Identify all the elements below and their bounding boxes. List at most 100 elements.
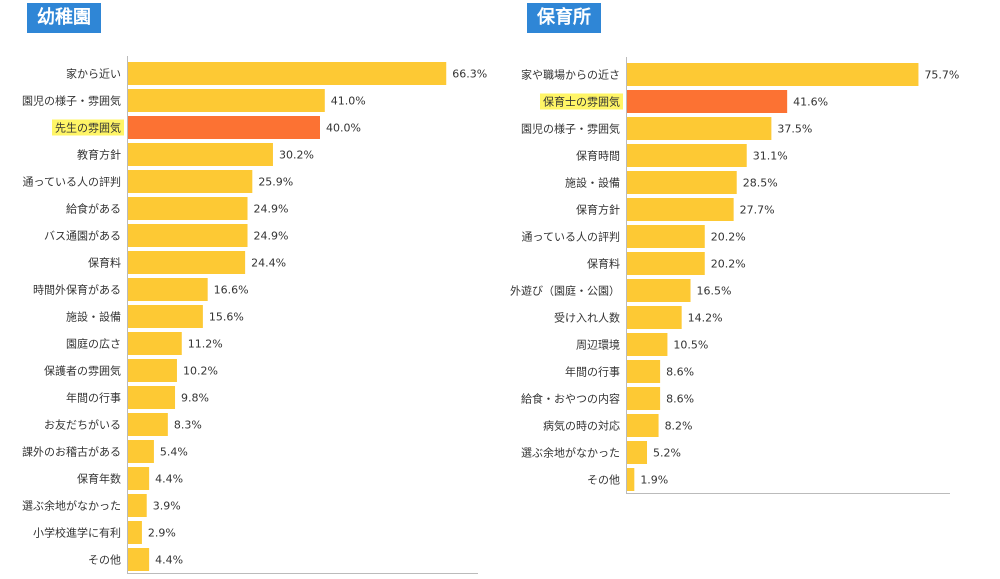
value-label: 20.2%	[711, 258, 746, 271]
bar	[128, 170, 253, 193]
bar	[128, 332, 182, 355]
category-label: 選ぶ余地がなかった	[22, 499, 121, 513]
value-label: 66.3%	[452, 68, 487, 81]
category-label: 家や職場からの近さ	[521, 68, 620, 82]
category-label: バス通園がある	[44, 229, 121, 243]
category-label: 保育年数	[77, 472, 121, 486]
category-label: 家から近い	[66, 67, 121, 81]
chart-title: 幼稚園	[27, 3, 101, 33]
bar	[627, 198, 734, 221]
value-label: 27.7%	[740, 204, 775, 217]
value-label: 37.5%	[777, 123, 812, 136]
category-highlight	[52, 119, 124, 136]
bar	[627, 468, 635, 491]
bar	[128, 197, 248, 220]
value-label: 16.5%	[697, 285, 732, 298]
category-label: 外遊び（園庭・公園）	[510, 284, 620, 298]
value-label: 5.4%	[160, 446, 188, 459]
bar	[128, 413, 168, 436]
bar	[128, 494, 147, 517]
category-label: 病気の時の対応	[543, 419, 620, 433]
category-label: 年間の行事	[66, 391, 121, 405]
bar	[128, 440, 154, 463]
value-label: 8.2%	[665, 420, 693, 433]
category-label: 教育方針	[77, 148, 121, 162]
value-label: 75.7%	[924, 69, 959, 82]
category-label: 保育料	[88, 256, 121, 270]
category-label: 園児の様子・雰囲気	[521, 122, 620, 136]
bar	[627, 252, 705, 275]
category-label: 施設・設備	[66, 310, 121, 324]
category-label: 保護者の雰囲気	[44, 364, 121, 378]
category-label: 通っている人の評判	[23, 175, 121, 189]
value-label: 11.2%	[188, 338, 223, 351]
value-label: 8.3%	[174, 419, 202, 432]
category-label: 小学校進学に有利	[33, 526, 121, 540]
value-label: 8.6%	[666, 366, 694, 379]
value-label: 10.2%	[183, 365, 218, 378]
bar	[128, 143, 273, 166]
bar	[128, 467, 150, 490]
category-label: 課外のお稽古がある	[22, 445, 121, 459]
category-label: お友だちがいる	[44, 418, 121, 432]
bar-chart-kindergarten: 家から近い 66.3% 園児の様子・雰囲気 41.0% 先生の雰囲気 40.0% 教育方針 3…	[22, 56, 487, 574]
category-label: 給食がある	[66, 202, 121, 216]
value-label: 4.4%	[155, 554, 183, 567]
bar	[128, 548, 150, 571]
bar	[627, 333, 668, 356]
value-label: 24.4%	[251, 257, 286, 270]
bar	[128, 305, 203, 328]
value-label: 2.9%	[148, 527, 176, 540]
value-label: 3.9%	[153, 500, 181, 513]
bar	[627, 360, 661, 383]
bar	[627, 117, 772, 140]
bar	[128, 224, 248, 247]
category-label: 保育料	[587, 257, 620, 271]
value-label: 16.6%	[214, 284, 249, 297]
category-label: 受け入れ人数	[554, 312, 620, 325]
bar	[627, 279, 691, 302]
category-label: その他	[88, 554, 121, 567]
bar	[128, 89, 325, 112]
category-label: 選ぶ余地がなかった	[521, 446, 620, 460]
value-label: 14.2%	[688, 312, 723, 325]
category-highlight	[540, 93, 623, 110]
value-label: 30.2%	[279, 149, 314, 162]
category-label: 給食・おやつの内容	[521, 392, 620, 406]
bar	[627, 63, 919, 86]
bar	[128, 116, 320, 139]
value-label: 10.5%	[673, 339, 708, 352]
bar	[627, 306, 682, 329]
bar	[627, 414, 659, 437]
category-label: 園庭の広さ	[66, 337, 121, 351]
category-label: 周辺環境	[576, 338, 620, 352]
bar	[128, 278, 208, 301]
bar	[128, 521, 142, 544]
category-label: 保育士の雰囲気	[543, 95, 620, 109]
category-label: 先生の雰囲気	[55, 121, 121, 135]
category-label: 時間外保育がある	[33, 283, 121, 297]
value-label: 5.2%	[653, 447, 681, 460]
value-label: 4.4%	[155, 473, 183, 486]
value-label: 20.2%	[711, 231, 746, 244]
value-label: 24.9%	[254, 203, 289, 216]
category-label: その他	[587, 474, 620, 487]
bar	[128, 251, 246, 274]
category-label: 保育方針	[576, 203, 620, 217]
bar	[627, 144, 747, 167]
value-label: 41.0%	[331, 95, 366, 108]
bar	[627, 387, 661, 410]
category-label: 保育時間	[576, 149, 620, 163]
bar	[627, 90, 788, 113]
bar	[128, 62, 447, 85]
value-label: 40.0%	[326, 122, 361, 135]
bar	[627, 171, 737, 194]
bar	[627, 441, 648, 464]
value-label: 41.6%	[793, 96, 828, 109]
category-label: 通っている人の評判	[522, 230, 620, 244]
value-label: 9.8%	[181, 392, 209, 405]
value-label: 25.9%	[258, 176, 293, 189]
bar	[128, 359, 177, 382]
value-label: 15.6%	[209, 311, 244, 324]
